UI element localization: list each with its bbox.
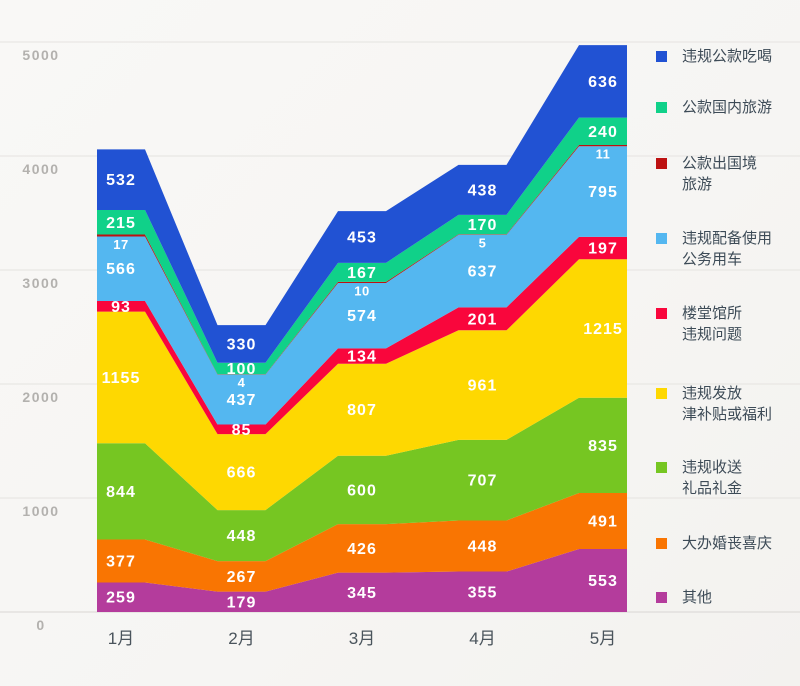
- legend-item-5[interactable]: 违规发放 津补贴或福利: [656, 383, 772, 425]
- value-label: 355: [468, 584, 498, 601]
- legend-label: 公款出国境 旅游: [682, 155, 758, 193]
- value-label: 345: [347, 585, 377, 602]
- legend-label: 公款国内旅游: [682, 99, 773, 116]
- legend-swatch: [656, 102, 667, 113]
- value-label: 707: [468, 473, 498, 490]
- value-label: 85: [232, 422, 252, 439]
- value-label: 961: [468, 378, 498, 395]
- value-label: 201: [468, 311, 498, 328]
- x-tick-label: 5月: [590, 629, 616, 648]
- value-label: 179: [227, 594, 257, 611]
- series-area-6[interactable]: [97, 397, 627, 562]
- value-label: 330: [227, 336, 257, 353]
- legend-item-7[interactable]: 大办婚丧喜庆: [656, 533, 772, 554]
- legend-label: 违规收送 礼品礼金: [682, 459, 743, 497]
- chart-legend: 违规公款吃喝 公款国内旅游公款出国境 旅游 违规配备使用 公务用车 楼堂馆所 违规问题 违规发…: [656, 0, 796, 686]
- legend-swatch: [656, 233, 667, 244]
- legend-swatch: [656, 158, 667, 169]
- value-label: 807: [347, 402, 377, 419]
- value-label: 10: [354, 283, 369, 298]
- value-label: 134: [347, 349, 377, 366]
- value-label: 1155: [102, 370, 141, 387]
- legend-swatch: [656, 462, 667, 473]
- value-label: 532: [106, 172, 136, 189]
- value-label: 93: [111, 299, 131, 316]
- legend-item-1[interactable]: 公款国内旅游: [656, 97, 772, 118]
- value-label: 197: [588, 241, 618, 258]
- value-label: 600: [347, 482, 377, 499]
- legend-label: 楼堂馆所 违规问题: [682, 305, 743, 343]
- value-label: 267: [227, 569, 257, 586]
- series-area-8[interactable]: [97, 548, 627, 612]
- legend-item-6[interactable]: 违规收送 礼品礼金: [656, 457, 742, 499]
- value-label: 566: [106, 261, 136, 278]
- series-area-1[interactable]: [97, 117, 627, 375]
- legend-item-3[interactable]: 违规配备使用 公务用车: [656, 228, 772, 270]
- legend-label: 违规公款吃喝: [682, 48, 773, 65]
- x-tick-label: 4月: [469, 629, 495, 648]
- value-label: 574: [347, 308, 377, 325]
- legend-swatch: [656, 592, 667, 603]
- legend-swatch: [656, 388, 667, 399]
- value-label: 844: [106, 484, 136, 501]
- value-label: 1215: [583, 321, 623, 338]
- value-label: 448: [468, 538, 498, 555]
- legend-item-0[interactable]: 违规公款吃喝: [656, 46, 772, 67]
- series-area-7[interactable]: [97, 492, 627, 592]
- value-label: 5: [479, 235, 487, 250]
- series-area-5[interactable]: [97, 259, 627, 511]
- value-label: 377: [106, 553, 136, 570]
- value-label: 553: [588, 573, 618, 590]
- legend-label: 违规发放 津补贴或福利: [682, 385, 773, 423]
- y-tick-label: 5000: [22, 47, 59, 63]
- legend-item-2[interactable]: 公款出国境 旅游: [656, 153, 757, 195]
- value-label: 795: [588, 184, 618, 201]
- value-label: 215: [106, 215, 136, 232]
- legend-label: 违规配备使用 公务用车: [682, 230, 773, 268]
- legend-swatch: [656, 308, 667, 319]
- value-label: 491: [588, 513, 618, 530]
- y-tick-label: 0: [36, 617, 45, 633]
- value-label: 453: [347, 229, 377, 246]
- x-tick-label: 2月: [228, 629, 254, 648]
- value-label: 835: [588, 438, 618, 455]
- legend-item-4[interactable]: 楼堂馆所 违规问题: [656, 303, 742, 345]
- value-label: 17: [113, 237, 128, 252]
- value-label: 100: [227, 361, 257, 378]
- y-tick-label: 4000: [22, 161, 59, 177]
- legend-item-8[interactable]: 其他: [656, 587, 712, 608]
- series-area-4[interactable]: [97, 236, 627, 435]
- y-tick-label: 1000: [22, 503, 59, 519]
- value-label: 4: [238, 375, 246, 390]
- legend-swatch: [656, 538, 667, 549]
- value-label: 11: [596, 147, 611, 162]
- series-area-0[interactable]: [97, 45, 627, 363]
- y-tick-label: 2000: [22, 389, 59, 405]
- value-label: 426: [347, 541, 377, 558]
- value-label: 666: [227, 465, 257, 482]
- x-tick-label: 3月: [349, 629, 375, 648]
- value-label: 170: [468, 217, 498, 234]
- y-tick-label: 3000: [22, 275, 59, 291]
- x-tick-label: 1月: [108, 629, 134, 648]
- value-label: 259: [106, 590, 136, 607]
- value-label: 636: [588, 74, 618, 91]
- value-label: 637: [468, 264, 498, 281]
- series-area-3[interactable]: [97, 146, 627, 425]
- value-label: 167: [347, 265, 377, 282]
- value-label: 448: [227, 528, 257, 545]
- legend-label: 大办婚丧喜庆: [682, 535, 773, 552]
- legend-swatch: [656, 51, 667, 62]
- value-label: 438: [468, 182, 498, 199]
- value-label: 437: [227, 392, 257, 409]
- value-label: 240: [588, 124, 618, 141]
- legend-label: 其他: [682, 589, 713, 606]
